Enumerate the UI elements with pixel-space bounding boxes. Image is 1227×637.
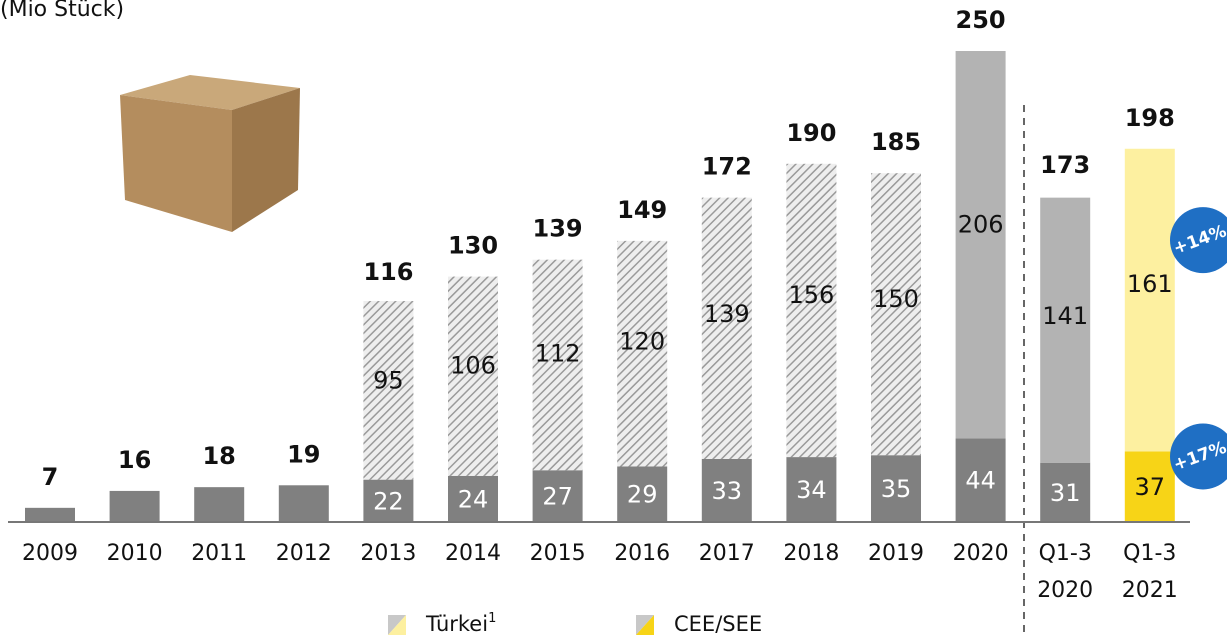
segment-label: 139: [704, 300, 750, 328]
bar-segment: [955, 438, 1006, 521]
segment-label: 29: [627, 481, 658, 509]
bar-segment: [617, 240, 668, 467]
bar-segment: [1124, 451, 1175, 521]
bar-segment: [532, 259, 583, 471]
segment-label: 31: [1050, 479, 1081, 507]
bar-segment: [532, 470, 583, 521]
total-label: 149: [617, 196, 667, 224]
legend-swatch: [636, 615, 654, 635]
bar-segment: [701, 458, 752, 521]
total-label: 172: [702, 153, 752, 181]
legend-swatch: [388, 615, 406, 635]
bar-segment: [617, 466, 668, 521]
total-label: 139: [533, 215, 583, 243]
total-label: 198: [1125, 104, 1175, 132]
bar-segment: [786, 163, 837, 458]
legend-text: Türkei: [425, 612, 488, 636]
x-tick-label: 2011: [191, 541, 248, 566]
bar-segment: [786, 457, 837, 521]
total-label: 185: [871, 128, 921, 156]
total-label: 19: [287, 440, 320, 468]
segment-label: 156: [788, 281, 834, 309]
segment-label: 37: [1135, 473, 1166, 501]
x-tick-label: Q1-3 2020: [1037, 541, 1094, 603]
x-tick-label: 2010: [106, 541, 163, 566]
segment-label: 22: [373, 487, 404, 515]
x-tick-label: 2013: [360, 541, 417, 566]
bar-segment: [363, 301, 414, 480]
bar-segment: [194, 487, 245, 521]
growth-bubble: +17%: [1170, 423, 1227, 490]
x-tick-label: 2016: [614, 541, 671, 566]
segment-label: 44: [965, 467, 996, 495]
bubble: [1170, 207, 1227, 274]
x-tick-label: 2018: [783, 541, 840, 566]
segment-label: 112: [535, 339, 581, 367]
segment-label: 120: [619, 327, 665, 355]
total-label: 16: [118, 446, 151, 474]
bar-segment: [278, 485, 329, 521]
footnote-mark: 1: [488, 611, 496, 626]
x-tick-label: 2017: [698, 541, 755, 566]
legend-label: Türkei1: [425, 611, 496, 637]
segment-label: 206: [958, 210, 1004, 238]
total-label: 18: [202, 442, 235, 470]
total-label: 130: [448, 232, 498, 260]
bar-segment: [25, 507, 75, 521]
total-label: 173: [1040, 151, 1090, 179]
bar-segment: [1124, 148, 1175, 452]
growth-bubble: +14%: [1170, 207, 1227, 274]
total-label: 116: [363, 258, 413, 286]
segment-label: 33: [712, 477, 743, 505]
x-tick-label: 2014: [445, 541, 501, 566]
segment-label: 141: [1042, 302, 1088, 330]
segment-label: 106: [450, 351, 496, 379]
legend-label: CEE/SEE: [674, 612, 762, 636]
bar-segment: [109, 490, 160, 521]
segment-label: 34: [796, 476, 827, 504]
x-tick-label: Q1-3 2021: [1121, 541, 1178, 603]
x-tick-label: 2015: [529, 541, 586, 566]
total-label: 250: [956, 6, 1006, 34]
box-illustration: [120, 75, 300, 232]
legend-text: CEE/SEE: [674, 612, 762, 636]
x-tick-label: 2020: [952, 541, 1009, 566]
total-label: 190: [786, 119, 836, 147]
bar-segment: [701, 197, 752, 459]
x-tick-label: 2009: [22, 541, 78, 566]
bar-segment: [1040, 462, 1091, 521]
bar-segment: [363, 479, 414, 521]
bar-segment: [955, 51, 1006, 439]
x-tick-label: 2019: [868, 541, 924, 566]
subtitle: (Mio Stück): [0, 0, 124, 22]
segment-label: 27: [542, 483, 573, 511]
bar-segment: [448, 276, 498, 476]
x-tick-label: 2012: [275, 541, 332, 566]
total-label: 7: [42, 463, 59, 491]
bar-segment: [448, 475, 498, 521]
bubble: [1170, 423, 1227, 490]
segment-label: 35: [881, 475, 912, 503]
segment-label: 150: [873, 285, 919, 313]
segment-label: 24: [458, 485, 489, 513]
segment-label: 161: [1127, 270, 1173, 298]
segment-label: 95: [373, 366, 404, 394]
bar-segment: [871, 455, 921, 521]
bar-segment: [871, 173, 921, 456]
bar-segment: [1040, 197, 1091, 463]
